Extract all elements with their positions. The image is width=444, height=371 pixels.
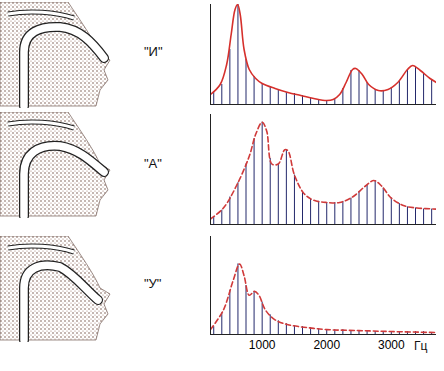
- html-text:"А": "А": [144, 156, 162, 171]
- html-text:Гц: Гц: [414, 339, 428, 353]
- svg-text:1000: 1000: [249, 338, 276, 352]
- html-text:"И": "И": [144, 44, 163, 59]
- svg-text:3000: 3000: [378, 338, 405, 352]
- html-text:"У": "У": [144, 276, 162, 291]
- svg-text:2000: 2000: [313, 338, 340, 352]
